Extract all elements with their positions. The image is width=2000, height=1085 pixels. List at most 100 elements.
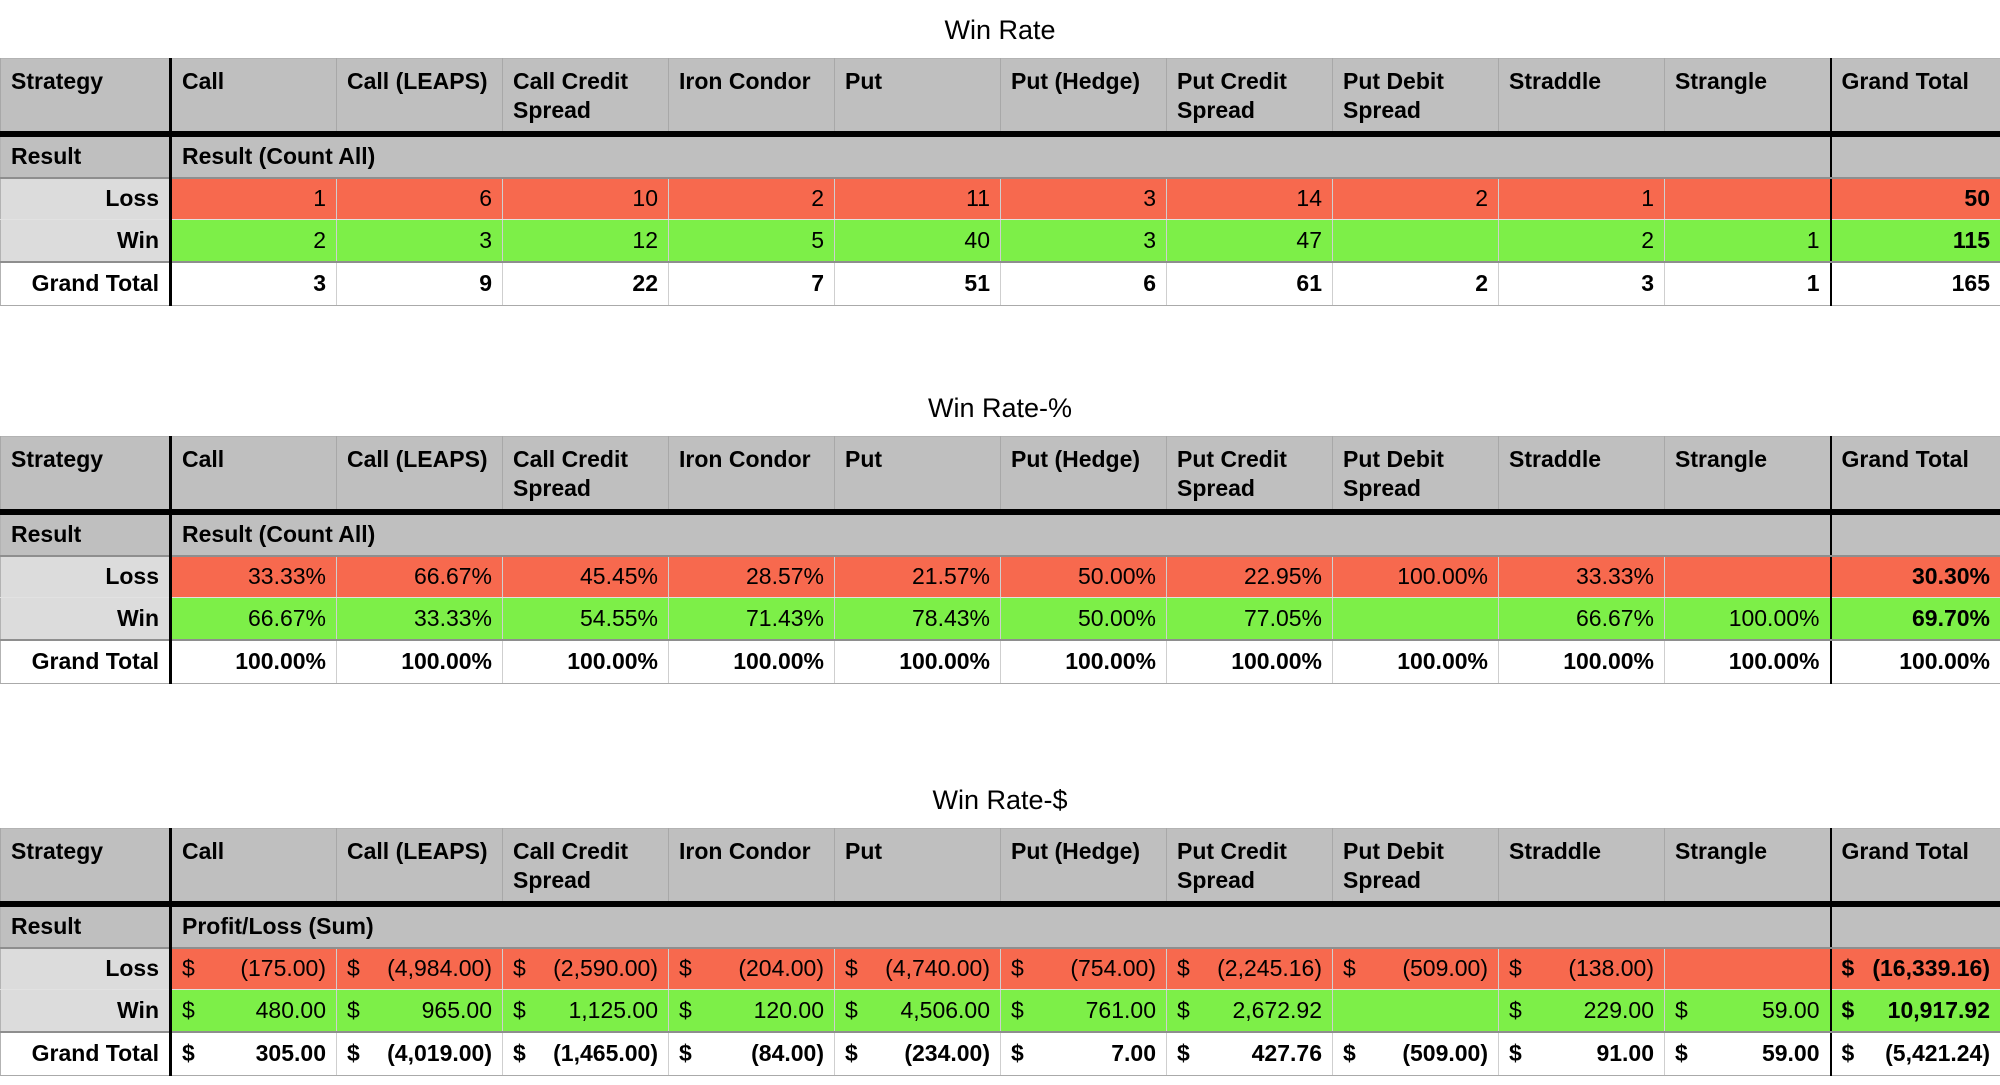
column-header-put[interactable]: Put (835, 437, 1001, 512)
cell-grand-total-win[interactable]: 115 (1831, 220, 2000, 262)
cell-iron-condor-grand-total[interactable]: 100.00% (669, 640, 835, 684)
cell-call-leaps-grand-total[interactable]: 100.00% (337, 640, 503, 684)
cell-grand-total-loss[interactable]: $(16,339.16) (1831, 948, 2000, 990)
cell-put-hedge-grand-total[interactable]: 6 (1001, 262, 1167, 306)
column-header-put-debit-spread[interactable]: Put Debit Spread (1333, 59, 1499, 134)
cell-straddle-loss[interactable]: $(138.00) (1499, 948, 1665, 990)
column-header-put-hedge[interactable]: Put (Hedge) (1001, 829, 1167, 904)
cell-put-debit-spread-grand-total[interactable]: 100.00% (1333, 640, 1499, 684)
column-header-call[interactable]: Call (171, 829, 337, 904)
cell-put-debit-spread-grand-total[interactable]: 2 (1333, 262, 1499, 306)
cell-call-win[interactable]: 2 (171, 220, 337, 262)
cell-put-loss[interactable]: $(4,740.00) (835, 948, 1001, 990)
cell-put-credit-spread-win[interactable]: $2,672.92 (1167, 990, 1333, 1032)
cell-strangle-grand-total[interactable]: 1 (1665, 262, 1831, 306)
cell-straddle-grand-total[interactable]: $91.00 (1499, 1032, 1665, 1076)
cell-put-debit-spread-win[interactable] (1333, 598, 1499, 640)
cell-put-credit-spread-grand-total[interactable]: 61 (1167, 262, 1333, 306)
cell-straddle-grand-total[interactable]: 100.00% (1499, 640, 1665, 684)
column-header-strangle[interactable]: Strangle (1665, 59, 1831, 134)
cell-put-loss[interactable]: 21.57% (835, 556, 1001, 598)
column-header-iron-condor[interactable]: Iron Condor (669, 829, 835, 904)
column-header-grand-total[interactable]: Grand Total (1831, 829, 2000, 904)
column-header-strategy[interactable]: Strategy (1, 829, 171, 904)
result-row-label[interactable]: Result (1, 512, 171, 556)
cell-put-hedge-loss[interactable]: 50.00% (1001, 556, 1167, 598)
cell-call-leaps-grand-total[interactable]: $(4,019.00) (337, 1032, 503, 1076)
cell-put-hedge-loss[interactable]: $(754.00) (1001, 948, 1167, 990)
cell-iron-condor-win[interactable]: $120.00 (669, 990, 835, 1032)
cell-put-hedge-loss[interactable]: 3 (1001, 178, 1167, 220)
column-header-call-credit-spread[interactable]: Call Credit Spread (503, 59, 669, 134)
cell-iron-condor-loss[interactable]: 28.57% (669, 556, 835, 598)
cell-grand-total-win[interactable]: $10,917.92 (1831, 990, 2000, 1032)
row-label-win[interactable]: Win (1, 220, 171, 262)
column-header-put[interactable]: Put (835, 829, 1001, 904)
cell-call-win[interactable]: 66.67% (171, 598, 337, 640)
cell-put-hedge-win[interactable]: 3 (1001, 220, 1167, 262)
cell-put-credit-spread-win[interactable]: 77.05% (1167, 598, 1333, 640)
cell-put-win[interactable]: $4,506.00 (835, 990, 1001, 1032)
column-header-strangle[interactable]: Strangle (1665, 829, 1831, 904)
cell-strangle-loss[interactable] (1665, 556, 1831, 598)
cell-call-grand-total[interactable]: 3 (171, 262, 337, 306)
cell-straddle-loss[interactable]: 1 (1499, 178, 1665, 220)
cell-put-hedge-win[interactable]: $761.00 (1001, 990, 1167, 1032)
column-header-call-leaps[interactable]: Call (LEAPS) (337, 829, 503, 904)
column-header-grand-total[interactable]: Grand Total (1831, 437, 2000, 512)
cell-strangle-grand-total[interactable]: $59.00 (1665, 1032, 1831, 1076)
cell-call-credit-spread-grand-total[interactable]: 22 (503, 262, 669, 306)
cell-put-win[interactable]: 78.43% (835, 598, 1001, 640)
cell-strangle-win[interactable]: 100.00% (1665, 598, 1831, 640)
cell-iron-condor-win[interactable]: 5 (669, 220, 835, 262)
cell-iron-condor-loss[interactable]: 2 (669, 178, 835, 220)
column-header-call-credit-spread[interactable]: Call Credit Spread (503, 829, 669, 904)
column-header-strangle[interactable]: Strangle (1665, 437, 1831, 512)
cell-put-credit-spread-loss[interactable]: 22.95% (1167, 556, 1333, 598)
column-header-put-credit-spread[interactable]: Put Credit Spread (1167, 829, 1333, 904)
cell-call-leaps-grand-total[interactable]: 9 (337, 262, 503, 306)
column-header-put-credit-spread[interactable]: Put Credit Spread (1167, 59, 1333, 134)
row-label-grand-total[interactable]: Grand Total (1, 640, 171, 684)
cell-call-credit-spread-win[interactable]: 54.55% (503, 598, 669, 640)
cell-put-hedge-win[interactable]: 50.00% (1001, 598, 1167, 640)
cell-iron-condor-win[interactable]: 71.43% (669, 598, 835, 640)
cell-call-loss[interactable]: 1 (171, 178, 337, 220)
column-header-call[interactable]: Call (171, 437, 337, 512)
cell-put-hedge-grand-total[interactable]: $7.00 (1001, 1032, 1167, 1076)
cell-iron-condor-loss[interactable]: $(204.00) (669, 948, 835, 990)
cell-put-credit-spread-loss[interactable]: 14 (1167, 178, 1333, 220)
column-header-iron-condor[interactable]: Iron Condor (669, 59, 835, 134)
cell-straddle-win[interactable]: 66.67% (1499, 598, 1665, 640)
cell-call-credit-spread-loss[interactable]: $(2,590.00) (503, 948, 669, 990)
result-row-label[interactable]: Result (1, 134, 171, 178)
cell-grand-total-loss[interactable]: 50 (1831, 178, 2000, 220)
cell-call-credit-spread-grand-total[interactable]: 100.00% (503, 640, 669, 684)
cell-put-debit-spread-grand-total[interactable]: $(509.00) (1333, 1032, 1499, 1076)
column-header-put-hedge[interactable]: Put (Hedge) (1001, 59, 1167, 134)
row-label-loss[interactable]: Loss (1, 948, 171, 990)
cell-put-credit-spread-loss[interactable]: $(2,245.16) (1167, 948, 1333, 990)
cell-call-leaps-win[interactable]: 3 (337, 220, 503, 262)
cell-strangle-loss[interactable] (1665, 948, 1831, 990)
cell-iron-condor-grand-total[interactable]: 7 (669, 262, 835, 306)
cell-put-credit-spread-grand-total[interactable]: 100.00% (1167, 640, 1333, 684)
column-header-put-credit-spread[interactable]: Put Credit Spread (1167, 437, 1333, 512)
cell-put-debit-spread-loss[interactable]: 2 (1333, 178, 1499, 220)
cell-call-credit-spread-win[interactable]: $1,125.00 (503, 990, 669, 1032)
row-label-win[interactable]: Win (1, 990, 171, 1032)
cell-call-win[interactable]: $480.00 (171, 990, 337, 1032)
cell-grand-total-loss[interactable]: 30.30% (1831, 556, 2000, 598)
column-header-call[interactable]: Call (171, 59, 337, 134)
cell-put-win[interactable]: 40 (835, 220, 1001, 262)
cell-call-credit-spread-grand-total[interactable]: $(1,465.00) (503, 1032, 669, 1076)
cell-strangle-loss[interactable] (1665, 178, 1831, 220)
cell-grand-total-grand-total[interactable]: $(5,421.24) (1831, 1032, 2000, 1076)
cell-call-credit-spread-loss[interactable]: 45.45% (503, 556, 669, 598)
row-label-loss[interactable]: Loss (1, 178, 171, 220)
cell-call-loss[interactable]: 33.33% (171, 556, 337, 598)
cell-straddle-grand-total[interactable]: 3 (1499, 262, 1665, 306)
cell-put-debit-spread-win[interactable] (1333, 990, 1499, 1032)
cell-put-grand-total[interactable]: 100.00% (835, 640, 1001, 684)
cell-call-credit-spread-win[interactable]: 12 (503, 220, 669, 262)
